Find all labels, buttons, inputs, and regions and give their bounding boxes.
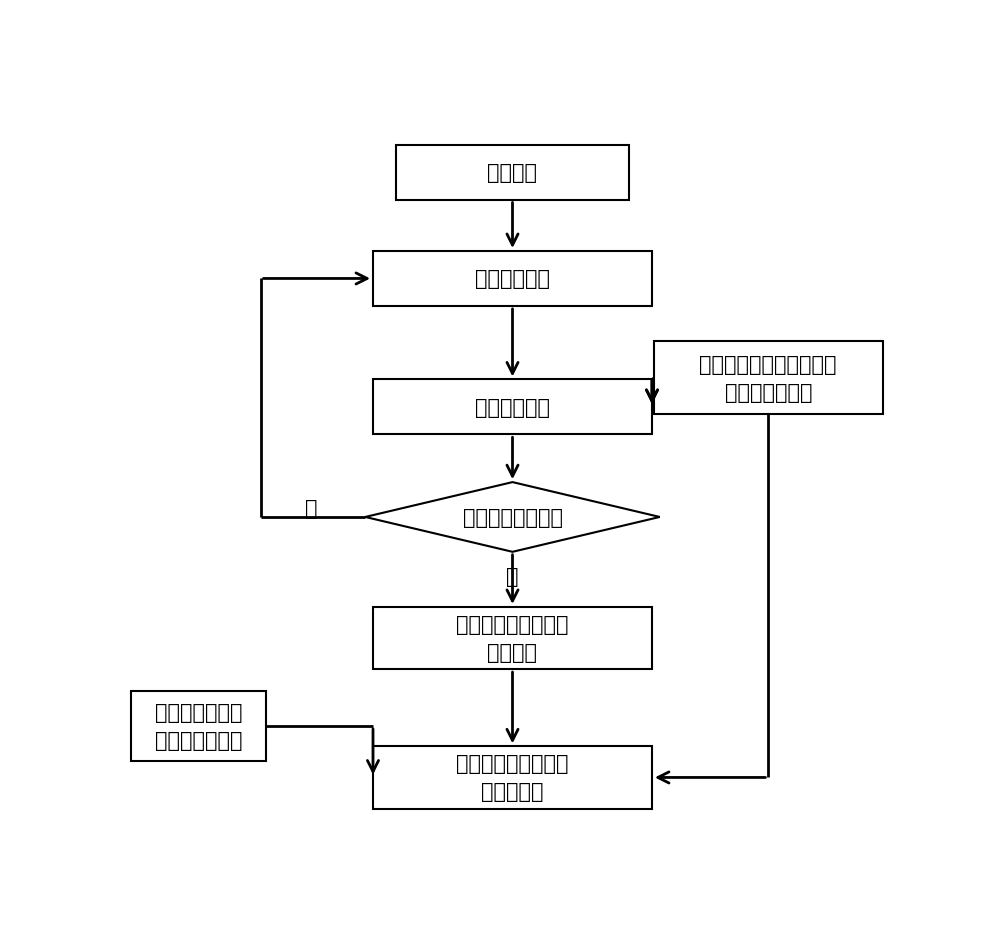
Text: 产生二次电子: 产生二次电子 [475, 269, 550, 289]
Text: 陷阱口面的二次电子
发射系数: 陷阱口面的二次电子 发射系数 [456, 614, 569, 663]
Text: 是: 是 [506, 566, 519, 586]
Polygon shape [365, 483, 660, 552]
Text: 电子轨迹追踪: 电子轨迹追踪 [475, 398, 550, 417]
FancyBboxPatch shape [131, 691, 266, 762]
Text: 平滑金属表面二
次电子发射系数: 平滑金属表面二 次电子发射系数 [155, 703, 242, 750]
FancyBboxPatch shape [373, 607, 652, 669]
FancyBboxPatch shape [373, 251, 652, 307]
Text: 初始状态: 初始状态 [488, 163, 538, 183]
Text: 实际金属表面二次电
子发射系数: 实际金属表面二次电 子发射系数 [456, 754, 569, 802]
FancyBboxPatch shape [373, 380, 652, 435]
Text: 逃逸出陷阱结构？: 逃逸出陷阱结构？ [462, 507, 562, 527]
FancyBboxPatch shape [373, 746, 652, 809]
Text: 确定金属表面陷阱结构的
深宽比和孔隙率: 确定金属表面陷阱结构的 深宽比和孔隙率 [700, 354, 837, 402]
FancyBboxPatch shape [654, 342, 883, 415]
FancyBboxPatch shape [396, 146, 629, 200]
Text: 否: 否 [305, 499, 317, 519]
